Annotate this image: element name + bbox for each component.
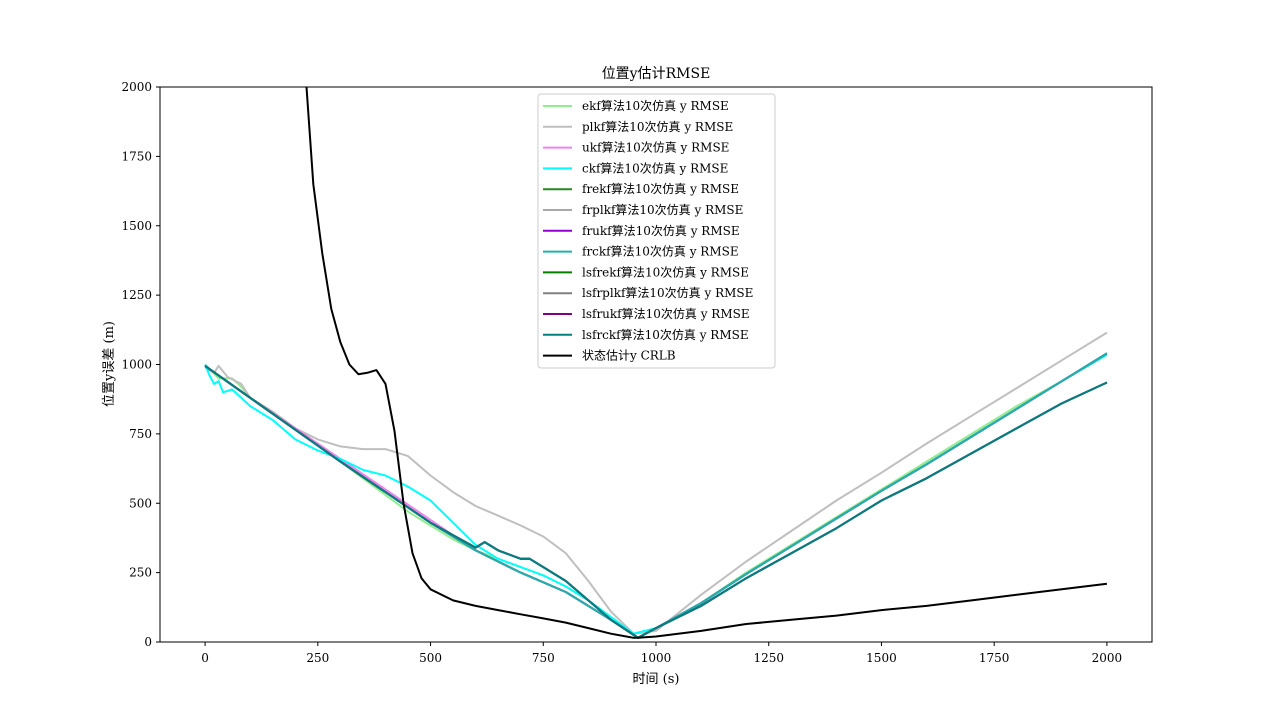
y-tick-label: 1750: [121, 149, 152, 163]
legend-label-7: frukf算法10次仿真 y RMSE: [582, 223, 740, 238]
y-tick-label: 1000: [121, 358, 152, 372]
legend-label-1: ekf算法10次仿真 y RMSE: [582, 98, 729, 113]
x-tick-label: 750: [532, 651, 555, 665]
y-axis: 0 250 500 750 1000 1250 1500 1750 2000: [121, 80, 160, 649]
y-tick-label: 250: [129, 566, 152, 580]
y-tick-label: 500: [129, 496, 152, 510]
legend-label-13: 状态估计y CRLB: [582, 349, 676, 363]
x-tick-label: 0: [201, 651, 209, 665]
chart-title: 位置y估计RMSE: [602, 66, 711, 82]
legend-label-6: frplkf算法10次仿真 y RMSE: [582, 202, 743, 217]
x-tick-label: 2000: [1092, 651, 1123, 665]
x-tick-label: 1750: [979, 651, 1010, 665]
legend-label-10: lsfrplkf算法10次仿真 y RMSE: [582, 285, 753, 300]
legend-items: ekf算法10次仿真 y RMSE plkf算法10次仿真 y RMSE ukf算法…: [543, 98, 753, 363]
y-axis-label: 位置y误差 (m): [102, 321, 117, 407]
legend-label-4: ckf算法10次仿真 y RMSE: [582, 160, 728, 175]
series-layer: [204, 87, 1108, 639]
y-tick-label: 1250: [121, 288, 152, 302]
legend-box: [537, 93, 776, 369]
x-tick-label: 500: [419, 651, 442, 665]
x-tick-label: 1250: [753, 651, 784, 665]
legend-label-8: frckf算法10次仿真 y RMSE: [582, 244, 739, 259]
y-tick-label: 0: [144, 635, 152, 649]
legend-label-5: frekf算法10次仿真 y RMSE: [582, 181, 739, 196]
legend: ekf算法10次仿真 y RMSE plkf算法10次仿真 y RMSE ukf算法…: [537, 93, 776, 369]
legend-label-9: lsfrekf算法10次仿真 y RMSE: [582, 264, 749, 279]
x-axis-label: 时间 (s): [633, 672, 680, 687]
x-axis: 0 250 500 750 1000 1250 1500 1750 2000: [201, 642, 1122, 665]
legend-label-2: plkf算法10次仿真 y RMSE: [582, 119, 733, 134]
series-line-12: [204, 365, 1108, 639]
y-tick-label: 1500: [121, 219, 152, 233]
series-line-13: [305, 87, 1108, 639]
legend-label-12: lsfrckf算法10次仿真 y RMSE: [582, 327, 749, 342]
y-tick-label: 750: [129, 427, 152, 441]
legend-label-3: ukf算法10次仿真 y RMSE: [582, 140, 729, 155]
x-tick-label: 1000: [641, 651, 672, 665]
x-tick-label: 1500: [866, 651, 897, 665]
y-tick-label: 2000: [121, 80, 152, 94]
x-tick-label: 250: [306, 651, 329, 665]
legend-label-11: lsfrukf算法10次仿真 y RMSE: [582, 306, 750, 321]
